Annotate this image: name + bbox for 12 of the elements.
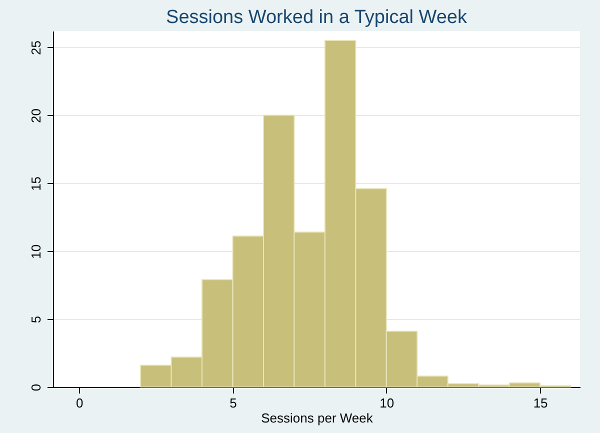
x-tick-label: 10: [380, 396, 394, 410]
x-tick-label: 0: [76, 396, 84, 410]
y-tick-label: 25: [28, 40, 44, 56]
chart-title: Sessions Worked in a Typical Week: [166, 7, 468, 28]
x-tick-label: 15: [533, 396, 548, 410]
y-tick-label: 10: [28, 244, 44, 259]
x-axis-title: Sessions per Week: [261, 410, 374, 426]
y-tick-label: 0: [28, 384, 44, 392]
y-tick-label: 5: [28, 316, 44, 324]
y-tick-label: 15: [28, 176, 44, 191]
x-tick-label: 5: [230, 396, 237, 410]
y-tick-label: 20: [28, 108, 44, 123]
